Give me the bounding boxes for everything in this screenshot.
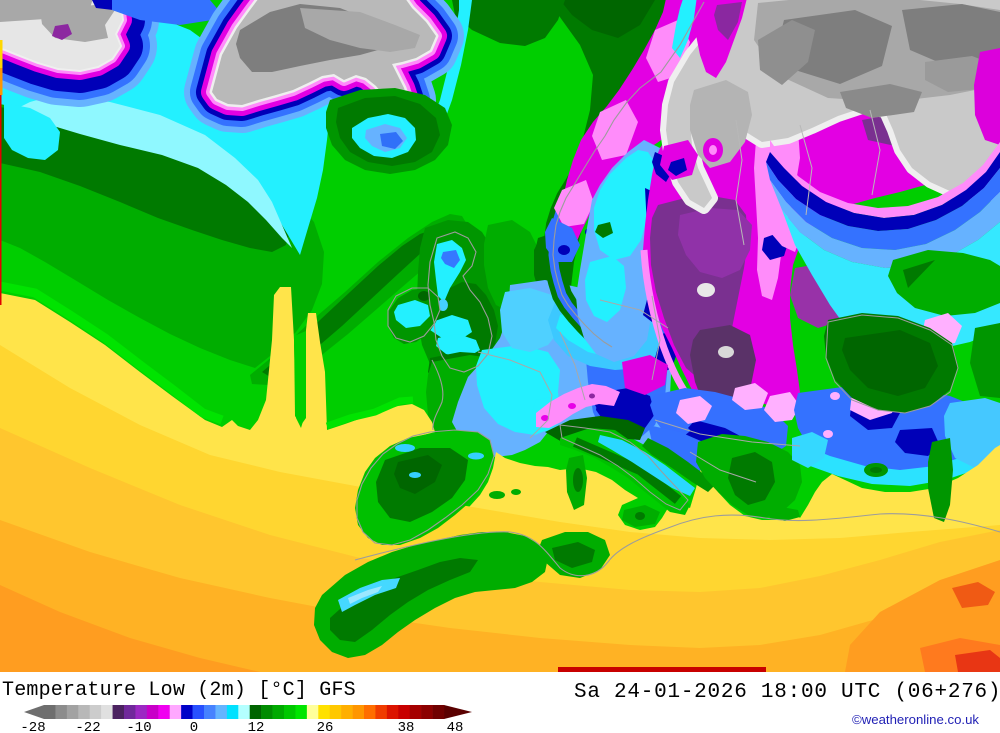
svg-text:0: 0 [190, 720, 198, 733]
svg-text:Sa 24-01-2026 18:00 UTC (06+27: Sa 24-01-2026 18:00 UTC (06+276) [574, 681, 1000, 704]
svg-text:-28: -28 [20, 720, 45, 733]
svg-text:48: 48 [447, 720, 464, 733]
svg-text:-22: -22 [75, 720, 100, 733]
svg-text:12: 12 [248, 720, 265, 733]
svg-text:-10: -10 [126, 720, 151, 733]
svg-text:©weatheronline.co.uk: ©weatheronline.co.uk [852, 712, 979, 727]
svg-text:26: 26 [317, 720, 334, 733]
svg-text:38: 38 [398, 720, 415, 733]
svg-text:Temperature Low (2m) [°C] GFS: Temperature Low (2m) [°C] GFS [2, 679, 356, 702]
